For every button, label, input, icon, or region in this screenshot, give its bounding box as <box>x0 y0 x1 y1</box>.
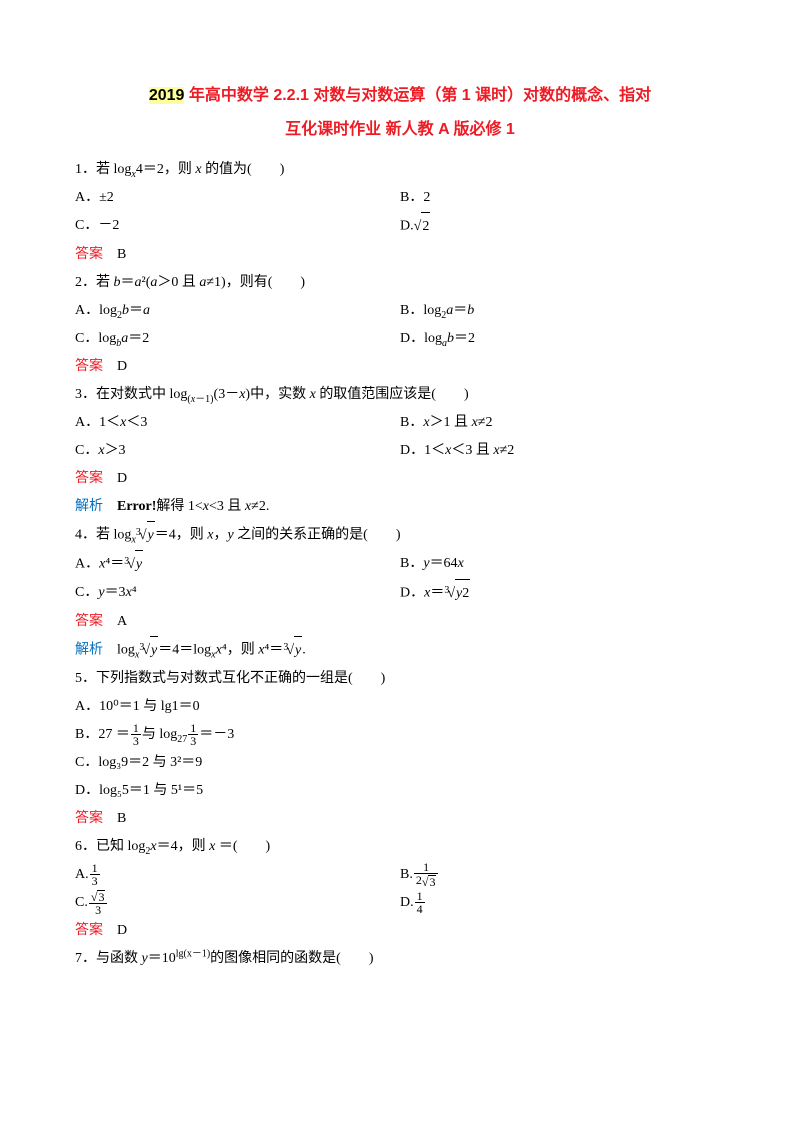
q3-optB: B．x＞1 且 x≠2 <box>400 409 725 437</box>
q6-optB: B.12√3 <box>400 861 725 889</box>
q4-optD: D．x＝3√y2 <box>400 579 725 608</box>
q6-text: 6．已知 log2x＝4，则 x ＝( ) <box>75 833 725 861</box>
q1-options-row2: C．－2 D.√2 <box>75 212 725 241</box>
q5-optC: C．log₃9＝2 与 3²＝9 <box>75 749 725 777</box>
q5-text: 5．下列指数式与对数式互化不正确的一组是( ) <box>75 665 725 693</box>
q3-optA: A．1＜x＜3 <box>75 409 400 437</box>
q3-answer: 答案 D <box>75 465 725 493</box>
q6-optD: D.14 <box>400 889 725 917</box>
title-year-highlight: 2019 <box>149 87 185 104</box>
q5-optA: A．10⁰＝1 与 lg1＝0 <box>75 693 725 721</box>
title-line-1: 2019 年高中数学 2.2.1 对数与对数运算（第 1 课时）对数的概念、指对 <box>75 80 725 112</box>
q2-optB: B．log2a＝b <box>400 297 725 325</box>
q4-answer: 答案 A <box>75 608 725 636</box>
title-line-2: 互化课时作业 新人教 A 版必修 1 <box>75 114 725 146</box>
q1-optA: A．±2 <box>75 184 400 212</box>
q5-optD: D．log₅5＝1 与 5¹＝5 <box>75 777 725 805</box>
q6-optA: A.13 <box>75 861 400 889</box>
q3-text: 3．在对数式中 log(x－1)(3－x)中，实数 x 的取值范围应该是( ) <box>75 381 725 409</box>
q6-options-row2: C.√33 D.14 <box>75 889 725 917</box>
q2-options-row1: A．log2b＝a B．log2a＝b <box>75 297 725 325</box>
q3-optD: D．1＜x＜3 且 x≠2 <box>400 437 725 465</box>
q3-analysis: 解析 Error!解得 1<x<3 且 x≠2. <box>75 493 725 521</box>
q1-text: 1．若 logx4＝2，则 x 的值为( ) <box>75 156 725 184</box>
q4-options-row1: A．x⁴＝3√y B．y＝64x <box>75 550 725 579</box>
q6-optC: C.√33 <box>75 889 400 917</box>
q4-optC: C．y＝3x⁴ <box>75 579 400 608</box>
q4-options-row2: C．y＝3x⁴ D．x＝3√y2 <box>75 579 725 608</box>
q1-optB: B．2 <box>400 184 725 212</box>
q4-analysis: 解析 logx3√y＝4＝logxx⁴，则 x⁴＝3√y. <box>75 636 725 665</box>
q1-optD: D.√2 <box>400 212 725 241</box>
q2-answer: 答案 D <box>75 353 725 381</box>
q6-answer: 答案 D <box>75 917 725 945</box>
q4-optA: A．x⁴＝3√y <box>75 550 400 579</box>
q4-text: 4．若 logx3√y＝4，则 x，y 之间的关系正确的是( ) <box>75 521 725 550</box>
q3-options-row2: C．x＞3 D．1＜x＜3 且 x≠2 <box>75 437 725 465</box>
q5-optB: B．27 ＝13与 log2713＝－3 <box>75 721 725 749</box>
q1-optC: C．－2 <box>75 212 400 241</box>
q2-optC: C．logba＝2 <box>75 325 400 353</box>
document-page: 2019 年高中数学 2.2.1 对数与对数运算（第 1 课时）对数的概念、指对… <box>0 0 800 1013</box>
q5-answer: 答案 B <box>75 805 725 833</box>
q3-optC: C．x＞3 <box>75 437 400 465</box>
q1-options-row1: A．±2 B．2 <box>75 184 725 212</box>
q2-optA: A．log2b＝a <box>75 297 400 325</box>
q4-optB: B．y＝64x <box>400 550 725 579</box>
q1-answer: 答案 B <box>75 241 725 269</box>
q2-options-row2: C．logba＝2 D．logab＝2 <box>75 325 725 353</box>
q7-text: 7．与函数 y＝10lg(x－1)的图像相同的函数是( ) <box>75 945 725 973</box>
q6-options-row1: A.13 B.12√3 <box>75 861 725 889</box>
q3-options-row1: A．1＜x＜3 B．x＞1 且 x≠2 <box>75 409 725 437</box>
title-line1-text: 年高中数学 2.2.1 对数与对数运算（第 1 课时）对数的概念、指对 <box>184 87 651 104</box>
q2-optD: D．logab＝2 <box>400 325 725 353</box>
q2-text: 2．若 b＝a²(a＞0 且 a≠1)，则有( ) <box>75 269 725 297</box>
